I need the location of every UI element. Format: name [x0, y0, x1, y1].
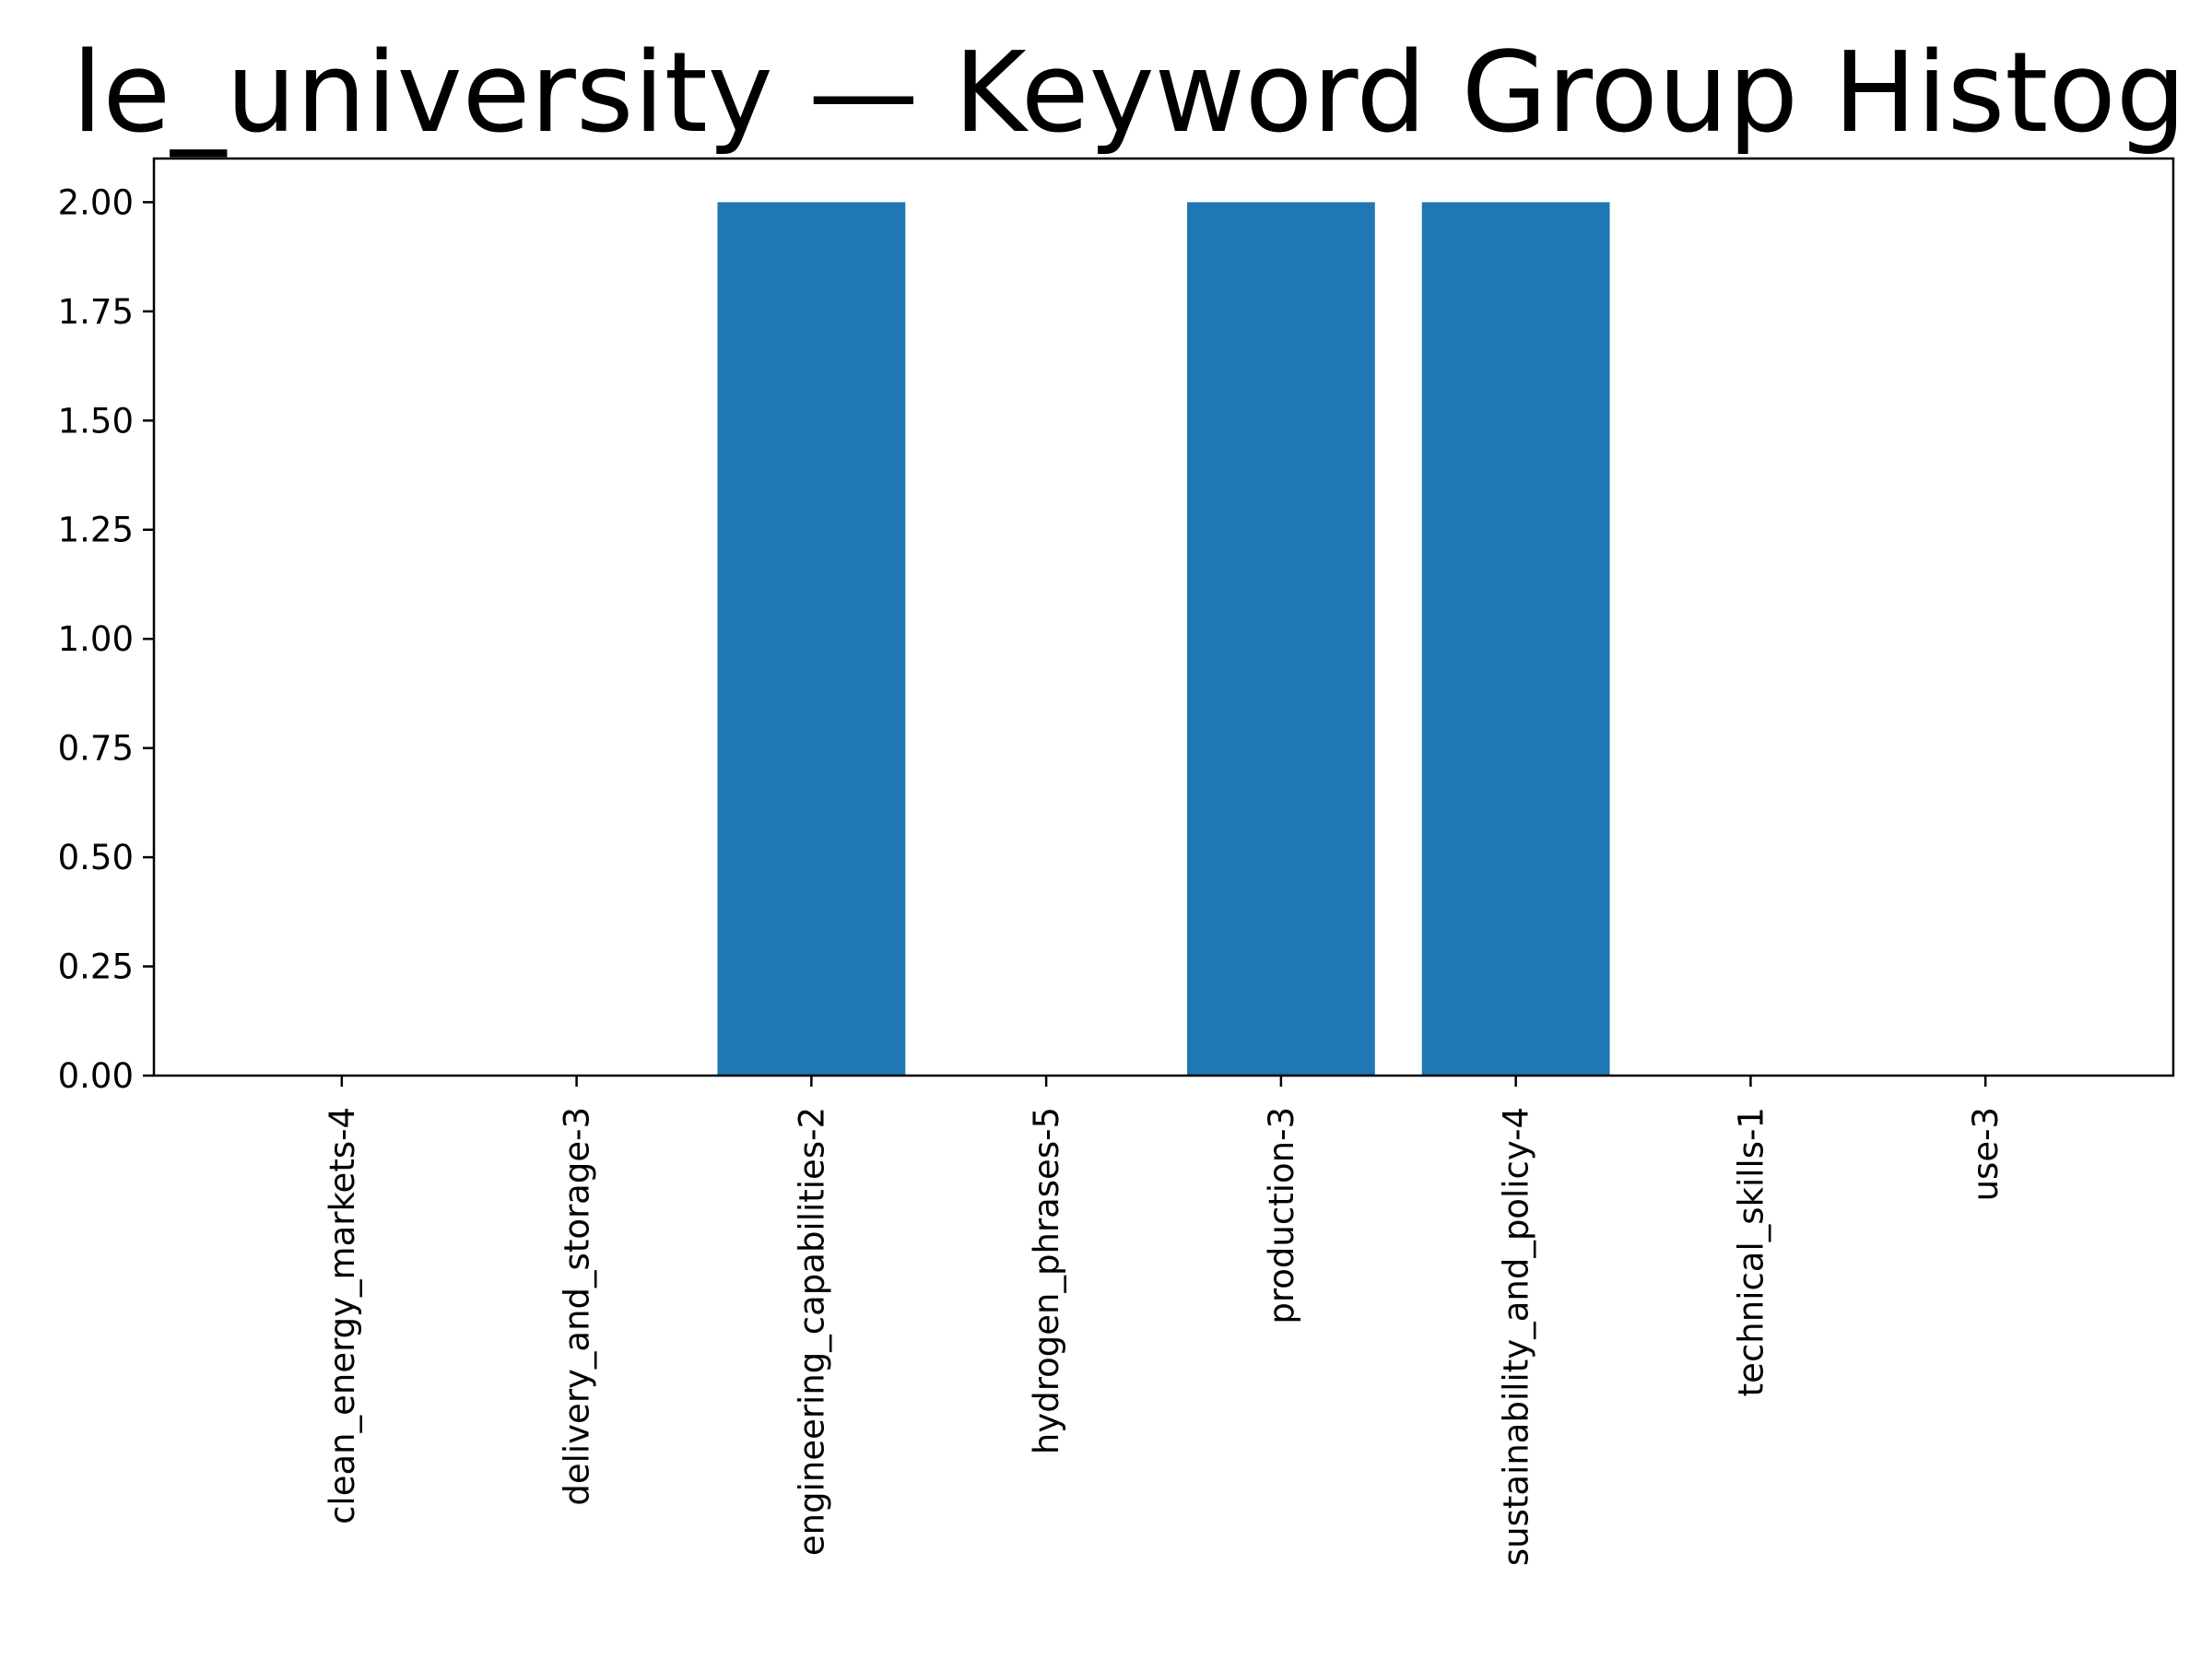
x-tick-label: hydrogen_phrases-5 — [1027, 1107, 1066, 1454]
plot-frame — [152, 157, 2175, 1077]
y-tick-label: 0.75 — [58, 729, 134, 769]
x-tick-label: sustainability_and_policy-4 — [1497, 1107, 1536, 1566]
x-tick-label: delivery_and_storage-3 — [558, 1107, 597, 1506]
y-tick-label: 0.50 — [58, 838, 134, 877]
x-tick-label: technical_skills-1 — [1731, 1107, 1771, 1396]
y-tick-label: 1.00 — [58, 619, 134, 659]
x-tick-label: engineering_capabilities-2 — [792, 1107, 831, 1556]
y-tick-label: 0.00 — [58, 1056, 134, 1096]
bar-engineering_capabilities-2 — [717, 202, 906, 1076]
y-tick-label: 1.50 — [58, 401, 134, 441]
x-tick-label: clean_energy_markets-4 — [323, 1107, 362, 1524]
bar-sustainability_and_policy-4 — [1421, 202, 1610, 1076]
y-tick-label: 1.25 — [58, 511, 134, 550]
bar-production-3 — [1186, 202, 1375, 1076]
chart-title: le_university — Keyword Group Histog — [72, 29, 2186, 158]
y-tick-label: 1.75 — [58, 292, 134, 332]
bars-layer — [717, 202, 1610, 1076]
y-tick-label: 2.00 — [58, 182, 134, 222]
x-axis-ticks: clean_energy_markets-4 delivery_and_stora… — [323, 1076, 2006, 1566]
axes-layer — [152, 157, 2175, 1077]
x-tick-label: use-3 — [1966, 1107, 2006, 1201]
x-tick-label: production-3 — [1262, 1107, 1301, 1324]
y-tick-label: 0.25 — [58, 947, 134, 987]
y-axis-ticks: 0.00 0.25 0.50 0.75 1.00 1.25 1.50 1.75 2.00 — [58, 182, 154, 1096]
